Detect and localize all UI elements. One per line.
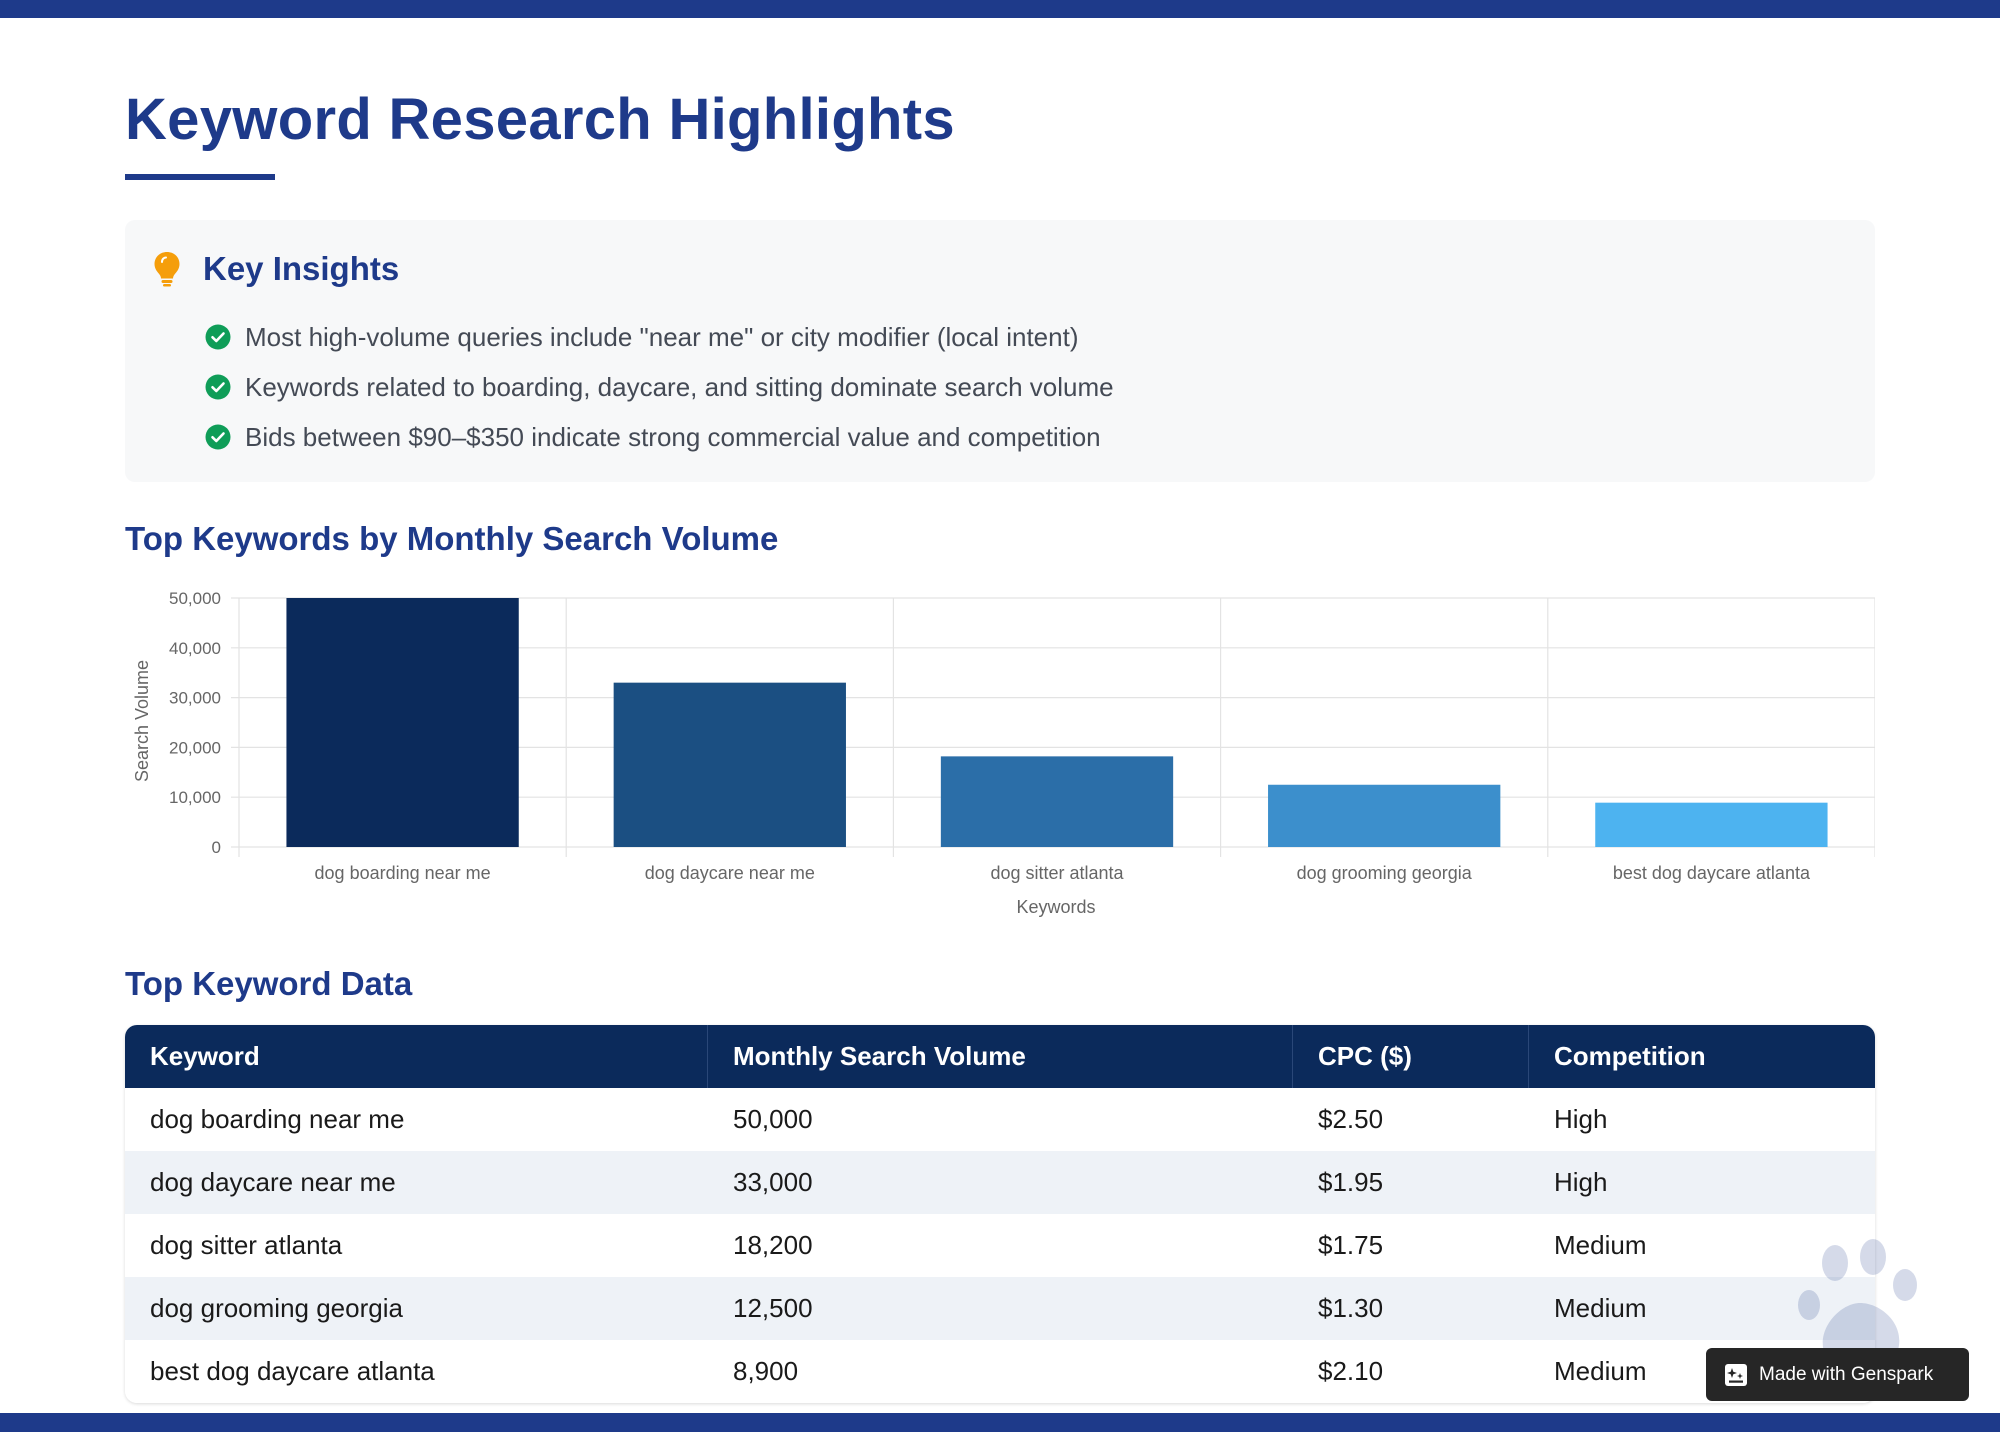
cell-cpc: $1.95	[1293, 1151, 1529, 1214]
table-row: best dog daycare atlanta 8,900 $2.10 Med…	[125, 1340, 1875, 1403]
column-header-keyword: Keyword	[125, 1025, 708, 1088]
x-category-label: dog sitter atlanta	[990, 863, 1124, 883]
y-tick-label: 50,000	[169, 589, 221, 608]
check-circle-icon	[205, 374, 231, 400]
bar	[613, 682, 846, 847]
y-axis-title: Search Volume	[132, 660, 152, 782]
insight-item: Keywords related to boarding, daycare, a…	[205, 362, 1114, 412]
insights-title: Key Insights	[203, 250, 400, 287]
x-category-label: dog grooming georgia	[1297, 863, 1473, 883]
x-category-label: best dog daycare atlanta	[1613, 863, 1811, 883]
made-with-genspark-badge[interactable]: Made with Genspark	[1706, 1348, 1969, 1401]
x-category-label: dog boarding near me	[315, 863, 491, 883]
cell-competition: High	[1529, 1151, 1875, 1214]
chart-section-title: Top Keywords by Monthly Search Volume	[125, 520, 779, 557]
x-axis-categories: dog boarding near me dog daycare near me d…	[315, 863, 1811, 883]
cell-volume: 33,000	[708, 1151, 1293, 1214]
y-tick-label: 40,000	[169, 639, 221, 658]
bar	[1268, 784, 1501, 847]
table-row: dog daycare near me 33,000 $1.95 High	[125, 1151, 1875, 1214]
cell-cpc: $1.75	[1293, 1214, 1529, 1277]
top-accent-bar	[0, 0, 2000, 18]
insight-text: Keywords related to boarding, daycare, a…	[245, 371, 1114, 402]
bar	[286, 598, 519, 847]
page-title: Keyword Research Highlights	[125, 87, 955, 152]
cell-keyword: dog sitter atlanta	[125, 1214, 708, 1277]
genspark-icon	[1725, 1363, 1747, 1386]
y-tick-label: 20,000	[169, 738, 221, 757]
table-row: dog boarding near me 50,000 $2.50 High	[125, 1088, 1875, 1151]
insights-header: Key Insights	[153, 250, 399, 288]
insight-list: Most high-volume queries include "near m…	[205, 312, 1114, 462]
chart-bars	[286, 598, 1828, 847]
table-row: dog sitter atlanta 18,200 $1.75 Medium	[125, 1214, 1875, 1277]
lightbulb-icon	[154, 252, 180, 287]
table-row: dog grooming georgia 12,500 $1.30 Medium	[125, 1277, 1875, 1340]
key-insights-panel: Key Insights Most high-volume queries in…	[125, 220, 1875, 482]
cell-keyword: dog grooming georgia	[125, 1277, 708, 1340]
search-volume-bar-chart: 0 10,000 20,000 30,000 40,000 50,000 dog boar…	[132, 589, 1875, 917]
bar	[1595, 802, 1828, 847]
table-header-row: Keyword Monthly Search Volume CPC ($) Co…	[125, 1025, 1875, 1088]
cell-keyword: dog daycare near me	[125, 1151, 708, 1214]
table-section-title: Top Keyword Data	[125, 965, 413, 1002]
cell-volume: 8,900	[708, 1340, 1293, 1403]
insight-item: Most high-volume queries include "near m…	[205, 312, 1114, 362]
check-circle-icon	[205, 424, 231, 450]
cell-competition: High	[1529, 1088, 1875, 1151]
y-tick-label: 10,000	[169, 788, 221, 807]
insight-text: Bids between $90–$350 indicate strong co…	[245, 421, 1101, 452]
column-header-volume: Monthly Search Volume	[708, 1025, 1293, 1088]
check-circle-icon	[205, 324, 231, 350]
cell-volume: 12,500	[708, 1277, 1293, 1340]
y-tick-label: 0	[212, 838, 221, 857]
keyword-data-table: Keyword Monthly Search Volume CPC ($) Co…	[125, 1025, 1875, 1403]
cell-volume: 50,000	[708, 1088, 1293, 1151]
cell-cpc: $2.50	[1293, 1088, 1529, 1151]
cell-cpc: $2.10	[1293, 1340, 1529, 1403]
bar	[940, 756, 1174, 847]
x-axis-title: Keywords	[1016, 897, 1095, 917]
y-tick-label: 30,000	[169, 689, 221, 708]
cell-cpc: $1.30	[1293, 1277, 1529, 1340]
column-header-cpc: CPC ($)	[1293, 1025, 1529, 1088]
cell-competition: Medium	[1529, 1214, 1875, 1277]
badge-label: Made with Genspark	[1759, 1363, 1934, 1385]
insight-item: Bids between $90–$350 indicate strong co…	[205, 412, 1114, 462]
bottom-accent-bar	[0, 1413, 2000, 1432]
cell-keyword: dog boarding near me	[125, 1088, 708, 1151]
cell-competition: Medium	[1529, 1277, 1875, 1340]
x-category-label: dog daycare near me	[645, 863, 815, 883]
title-underline	[125, 174, 275, 180]
y-axis-ticks: 0 10,000 20,000 30,000 40,000 50,000	[169, 589, 221, 857]
column-header-competition: Competition	[1529, 1025, 1875, 1088]
insight-text: Most high-volume queries include "near m…	[245, 321, 1079, 352]
cell-keyword: best dog daycare atlanta	[125, 1340, 708, 1403]
cell-volume: 18,200	[708, 1214, 1293, 1277]
